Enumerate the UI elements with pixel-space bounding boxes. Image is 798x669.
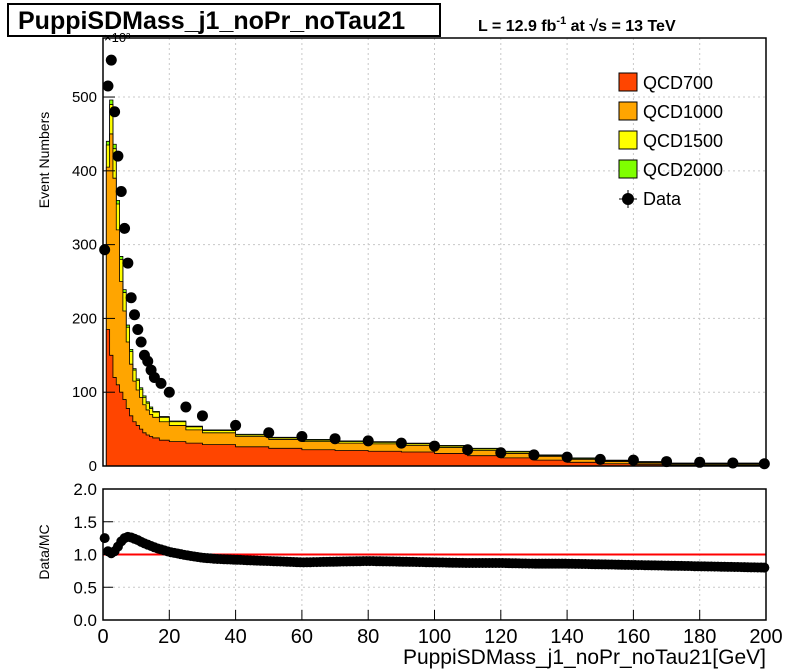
data-point bbox=[627, 454, 639, 466]
x-tick-label: 200 bbox=[749, 626, 782, 648]
data-point bbox=[119, 222, 131, 234]
x-tick-label: 20 bbox=[158, 626, 180, 648]
data-point bbox=[155, 377, 167, 389]
data-point bbox=[105, 54, 117, 66]
data-point bbox=[296, 430, 308, 442]
main-data-points bbox=[99, 54, 770, 470]
main-y-tick-label: 0 bbox=[89, 458, 97, 475]
data-point bbox=[163, 386, 175, 398]
data-point bbox=[122, 257, 134, 269]
main-y-multiplier: ×10³ bbox=[104, 30, 131, 45]
legend-swatch-qcd2000 bbox=[618, 159, 638, 179]
data-point bbox=[495, 447, 507, 459]
data-point bbox=[661, 456, 673, 468]
x-tick-label: 140 bbox=[550, 626, 583, 648]
data-point bbox=[594, 453, 606, 465]
ratio-y-tick-label: 1.5 bbox=[73, 513, 97, 532]
ratio-y-tick-label: 2.0 bbox=[73, 480, 97, 499]
x-ticks: 0 20 40 60 80 100 120 140 160 180 200 bbox=[97, 610, 783, 648]
ratio-point bbox=[759, 562, 770, 573]
ratio-y-tick-label: 0.0 bbox=[73, 611, 97, 630]
legend-label-qcd2000: QCD2000 bbox=[643, 160, 723, 180]
x-tick-label: 80 bbox=[357, 626, 379, 648]
main-y-tick-label: 400 bbox=[72, 163, 97, 180]
data-point bbox=[727, 457, 739, 469]
legend-label-qcd1000: QCD1000 bbox=[643, 102, 723, 122]
main-y-tick-label: 500 bbox=[72, 89, 97, 106]
data-point bbox=[429, 440, 440, 452]
ratio-y-tick-label: 0.5 bbox=[73, 578, 97, 597]
data-point bbox=[180, 401, 192, 413]
plot-title: PuppiSDMass_j1_noPr_noTau21 bbox=[18, 7, 405, 35]
data-point bbox=[125, 292, 137, 304]
main-y-ticks: 0 100 200 300 400 500 bbox=[72, 89, 115, 475]
lumi-label: L = 12.9 fb-1 at √s = 13 TeV bbox=[478, 15, 676, 35]
data-point bbox=[109, 106, 121, 118]
x-axis-label: PuppiSDMass_j1_noPr_noTau21[GeV] bbox=[403, 646, 766, 669]
x-tick-label: 160 bbox=[617, 626, 650, 648]
legend-label-qcd1500: QCD1500 bbox=[643, 131, 723, 151]
data-point bbox=[135, 336, 147, 348]
ratio-y-tick-label: 1.0 bbox=[73, 546, 97, 565]
data-point bbox=[694, 456, 706, 468]
legend-marker-data bbox=[622, 193, 634, 205]
main-y-tick-label: 300 bbox=[72, 237, 97, 254]
legend-swatch-qcd700 bbox=[618, 72, 638, 92]
title-box bbox=[7, 3, 441, 37]
data-point bbox=[758, 458, 770, 470]
data-point bbox=[263, 427, 275, 439]
main-y-tick-label: 200 bbox=[72, 310, 97, 327]
main-y-axis-label: Event Numbers bbox=[36, 112, 52, 208]
data-point bbox=[462, 444, 474, 456]
x-tick-label: 0 bbox=[97, 626, 108, 648]
legend-swatch-qcd1500 bbox=[618, 130, 638, 150]
data-point bbox=[142, 355, 154, 367]
ratio-y-axis-label: Data/MC bbox=[36, 524, 52, 579]
x-tick-label: 100 bbox=[418, 626, 451, 648]
data-point bbox=[112, 150, 124, 162]
data-point bbox=[528, 449, 540, 461]
data-point bbox=[230, 419, 242, 431]
legend: QCD700 QCD1000 QCD1500 QCD2000 Data bbox=[618, 72, 723, 209]
x-tick-label: 40 bbox=[224, 626, 246, 648]
x-tick-label: 180 bbox=[683, 626, 716, 648]
main-y-tick-label: 100 bbox=[72, 384, 97, 401]
data-point bbox=[115, 185, 127, 197]
data-point bbox=[99, 244, 111, 256]
ratio-point bbox=[99, 533, 110, 544]
ratio-y-ticks: 0.0 0.5 1.0 1.5 2.0 bbox=[73, 480, 113, 630]
data-point bbox=[395, 437, 407, 449]
data-point bbox=[196, 410, 208, 422]
x-tick-label: 60 bbox=[291, 626, 313, 648]
data-point bbox=[102, 80, 114, 92]
legend-swatch-qcd1000 bbox=[618, 101, 638, 121]
data-point bbox=[128, 309, 140, 321]
legend-label-qcd700: QCD700 bbox=[643, 73, 713, 93]
data-point bbox=[329, 433, 341, 445]
data-point bbox=[561, 451, 573, 463]
data-point bbox=[362, 435, 374, 447]
ratio-data-points bbox=[99, 531, 770, 573]
data-point bbox=[132, 323, 144, 335]
x-tick-label: 120 bbox=[484, 626, 517, 648]
legend-label-data: Data bbox=[643, 189, 682, 209]
